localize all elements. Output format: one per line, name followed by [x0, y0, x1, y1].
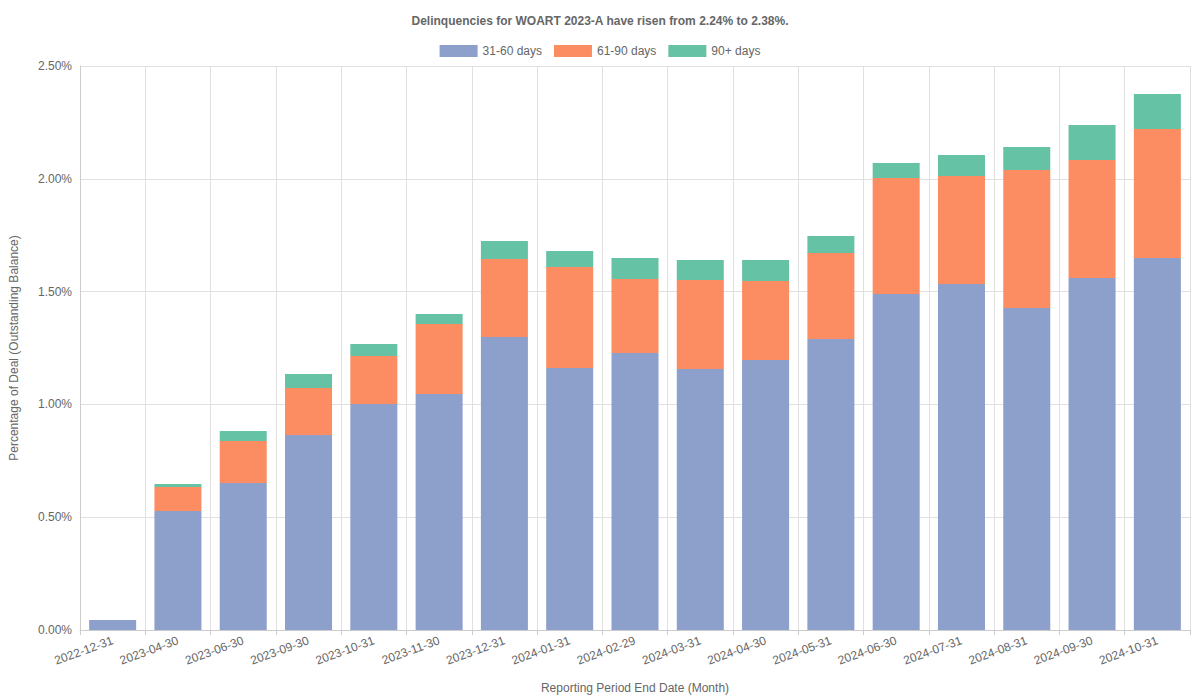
svg-text:2024-09-30: 2024-09-30 [1032, 633, 1095, 667]
svg-text:2023-12-31: 2023-12-31 [444, 633, 507, 667]
svg-text:2024-07-31: 2024-07-31 [901, 633, 964, 667]
svg-text:Reporting Period End Date (Mon: Reporting Period End Date (Month) [541, 681, 729, 695]
svg-text:2023-09-30: 2023-09-30 [248, 633, 311, 667]
svg-text:90+ days: 90+ days [711, 44, 760, 58]
svg-text:2024-10-31: 2024-10-31 [1097, 633, 1160, 667]
svg-text:2.00%: 2.00% [38, 172, 72, 186]
svg-text:1.50%: 1.50% [38, 285, 72, 299]
svg-text:61-90 days: 61-90 days [597, 44, 656, 58]
svg-text:2023-10-31: 2023-10-31 [314, 633, 377, 667]
svg-text:Delinquencies for WOART 2023-A: Delinquencies for WOART 2023-A have rise… [411, 14, 788, 28]
svg-text:2024-08-31: 2024-08-31 [967, 633, 1030, 667]
svg-text:2.50%: 2.50% [38, 59, 72, 73]
svg-text:2024-06-30: 2024-06-30 [836, 633, 899, 667]
svg-text:Percentage of Deal (Outstandin: Percentage of Deal (Outstanding Balance) [7, 235, 21, 460]
svg-text:1.00%: 1.00% [38, 397, 72, 411]
svg-text:2024-01-31: 2024-01-31 [510, 633, 573, 667]
svg-text:2024-02-29: 2024-02-29 [575, 633, 638, 667]
svg-text:2023-11-30: 2023-11-30 [380, 633, 442, 667]
svg-text:2024-03-31: 2024-03-31 [640, 633, 703, 667]
svg-text:0.50%: 0.50% [38, 510, 72, 524]
svg-text:2023-04-30: 2023-04-30 [118, 633, 181, 667]
svg-text:2024-05-31: 2024-05-31 [771, 633, 834, 667]
svg-text:31-60 days: 31-60 days [483, 44, 542, 58]
svg-text:0.00%: 0.00% [38, 623, 72, 637]
svg-text:2022-12-31: 2022-12-31 [53, 633, 116, 667]
svg-text:2024-04-30: 2024-04-30 [706, 633, 769, 667]
svg-text:2023-06-30: 2023-06-30 [183, 633, 246, 667]
